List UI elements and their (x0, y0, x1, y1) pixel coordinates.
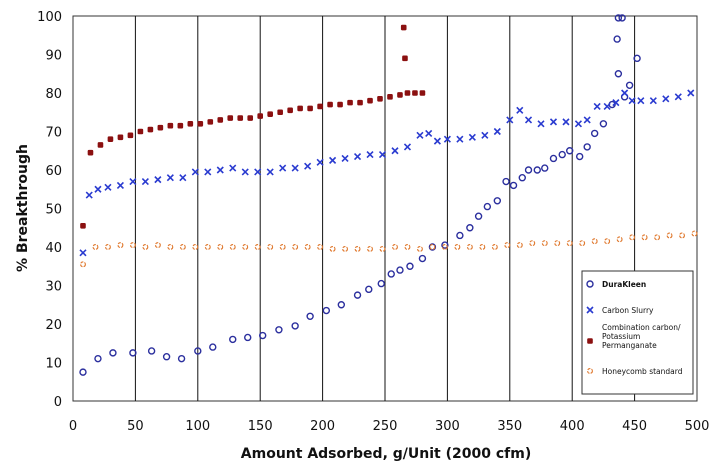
x-axis-ticks: 0 50 100 150 200 250 300 350 400 450 500 (69, 419, 710, 434)
data-point (207, 119, 213, 125)
x-tick-label: 100 (185, 419, 210, 434)
data-point (587, 338, 593, 344)
data-point (327, 102, 333, 108)
data-point (88, 150, 94, 156)
y-tick-label: 80 (45, 87, 62, 102)
legend-label: DuraKleen (602, 280, 646, 289)
data-point (412, 90, 418, 96)
x-tick-label: 0 (69, 419, 77, 434)
data-point (118, 134, 124, 140)
data-point (317, 104, 323, 110)
x-tick-label: 450 (622, 419, 647, 434)
data-point (80, 223, 86, 229)
data-point (387, 94, 393, 100)
data-point (377, 96, 383, 102)
data-point (257, 113, 263, 119)
y-tick-label: 60 (45, 164, 62, 179)
legend-item-honeycomb-standard: Honeycomb standard (588, 367, 683, 376)
data-point (347, 100, 353, 106)
data-point (277, 109, 283, 115)
data-point (168, 123, 174, 129)
x-tick-label: 200 (310, 419, 335, 434)
data-point (188, 121, 194, 127)
data-point (217, 117, 223, 123)
x-tick-label: 50 (127, 419, 144, 434)
data-point (402, 56, 408, 62)
y-tick-label: 10 (45, 357, 62, 372)
x-tick-label: 500 (685, 419, 710, 434)
y-tick-label: 40 (45, 241, 62, 256)
legend-label: Carbon Slurry (602, 306, 654, 315)
data-point (108, 136, 114, 142)
y-tick-label: 30 (45, 280, 62, 295)
data-point (128, 133, 134, 139)
data-point (158, 125, 164, 131)
data-point (357, 100, 363, 106)
data-point (397, 92, 403, 98)
data-point (337, 102, 343, 108)
data-point (148, 127, 154, 133)
data-point (405, 90, 411, 96)
data-point (267, 111, 273, 117)
data-point (367, 98, 373, 104)
legend-label: Honeycomb standard (602, 367, 683, 376)
data-point (98, 142, 104, 148)
x-tick-label: 400 (560, 419, 585, 434)
data-point (297, 106, 303, 112)
data-point (401, 25, 407, 31)
y-tick-label: 100 (37, 10, 62, 25)
y-axis-title: % Breakthrough (15, 144, 31, 272)
data-point (237, 115, 243, 121)
data-point (227, 115, 233, 121)
data-point (307, 106, 313, 112)
x-tick-label: 300 (435, 419, 460, 434)
y-tick-label: 90 (45, 49, 62, 64)
data-point (178, 123, 184, 129)
data-point (138, 129, 144, 135)
x-tick-label: 150 (248, 419, 273, 434)
data-point (420, 90, 426, 96)
data-point (197, 121, 203, 127)
legend: DuraKleen Carbon Slurry Combination carbon… (582, 271, 693, 394)
y-axis-ticks: 0 10 20 30 40 50 60 70 80 90 100 (37, 10, 62, 410)
y-tick-label: 20 (45, 318, 62, 333)
x-tick-label: 350 (497, 419, 522, 434)
y-tick-label: 0 (54, 395, 62, 410)
y-tick-label: 50 (45, 203, 62, 218)
data-point (287, 108, 293, 114)
x-tick-label: 250 (373, 419, 398, 434)
data-point (247, 115, 253, 121)
y-tick-label: 70 (45, 126, 62, 141)
x-axis-title: Amount Adsorbed, g/Unit (2000 cfm) (241, 446, 531, 462)
